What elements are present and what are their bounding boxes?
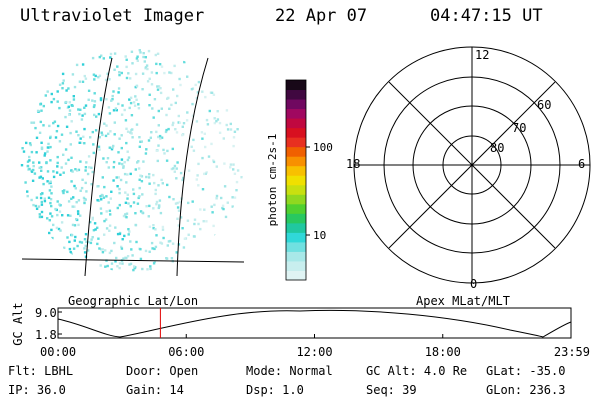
colorbar-segment (286, 175, 306, 186)
colorbar (286, 80, 306, 281)
altitude-curve (57, 309, 572, 338)
colorbar-segment (286, 80, 306, 91)
altitude-plot (57, 307, 572, 339)
time-tick-label: 23:59 (554, 345, 590, 359)
altitude-ylabel: GC Alt (11, 302, 25, 345)
auroral-image (20, 49, 243, 272)
latitude-line (21, 258, 245, 263)
header-time: 04:47:15 UT (430, 6, 543, 26)
colorbar-segment (286, 156, 306, 167)
ytick-label-1-8: 1.8 (35, 328, 57, 342)
info-gc-alt: GC Alt: 4.0 Re (366, 364, 468, 378)
time-tick-label: 12:00 (296, 345, 332, 359)
colorbar-segment (286, 194, 306, 205)
colorbar-tick-label: 100 (313, 141, 333, 154)
colorbar-segment (286, 118, 306, 129)
colorbar-segment (286, 203, 306, 214)
lat-label-60: 60 (537, 98, 551, 112)
colorbar-segment (286, 99, 306, 110)
colorbar-segment (286, 127, 306, 138)
time-tick-label: 00:00 (40, 345, 76, 359)
colorbar-segment (286, 213, 306, 224)
info-door: Door: Open (126, 364, 199, 378)
mlt-label-0: 0 (470, 277, 477, 291)
colorbar-segment (286, 241, 306, 252)
time-tick-label: 06:00 (168, 345, 204, 359)
colorbar-label: photon cm-2s-1 (266, 134, 279, 227)
colorbar-segment (286, 146, 306, 157)
colorbar-segment (286, 251, 306, 262)
mlt-label-12: 12 (475, 48, 489, 62)
info-mode: Mode: Normal (246, 364, 333, 378)
info-flt: Flt: LBHL (8, 364, 74, 378)
info-dsp: Dsp: 1.0 (246, 383, 304, 397)
colorbar-ticks: 100 10 (306, 141, 333, 242)
altitude-plot-frame (57, 307, 572, 339)
colorbar-tick-label: 10 (313, 229, 326, 242)
info-gain: Gain: 14 (126, 383, 184, 397)
info-glat: GLat: -35.0 (486, 364, 566, 378)
colorbar-segment (286, 260, 306, 271)
info-seq: Seq: 39 (366, 383, 417, 397)
colorbar-segment (286, 165, 306, 176)
ytick-label-9: 9.0 (35, 306, 57, 320)
mlt-label-6: 6 (578, 157, 585, 171)
right-panel-label: Apex MLat/MLT (416, 294, 510, 308)
colorbar-segment (286, 89, 306, 100)
lat-label-80: 80 (490, 141, 504, 155)
colorbar-segment (286, 270, 306, 281)
imager-panel (20, 49, 245, 277)
header-date: 22 Apr 07 (275, 6, 368, 26)
time-axis: 00:00 06:00 12:00 18:00 23:59 (40, 334, 590, 359)
colorbar-segment (286, 184, 306, 195)
colorbar-segment (286, 232, 306, 243)
longitude-line (84, 57, 113, 277)
info-glon: GLon: 236.3 (486, 383, 566, 397)
header-title: Ultraviolet Imager (20, 6, 205, 26)
colorbar-frame (285, 79, 307, 281)
mlt-label-18: 18 (346, 157, 360, 171)
longitude-line (176, 57, 209, 277)
info-ip: IP: 36.0 (8, 383, 66, 397)
time-tick-label: 18:00 (425, 345, 461, 359)
lat-label-70: 70 (512, 121, 526, 135)
polar-plot (353, 46, 591, 284)
colorbar-segment (286, 137, 306, 148)
colorbar-segment (286, 108, 306, 119)
left-panel-label: Geographic Lat/Lon (68, 294, 198, 308)
colorbar-segment (286, 222, 306, 233)
